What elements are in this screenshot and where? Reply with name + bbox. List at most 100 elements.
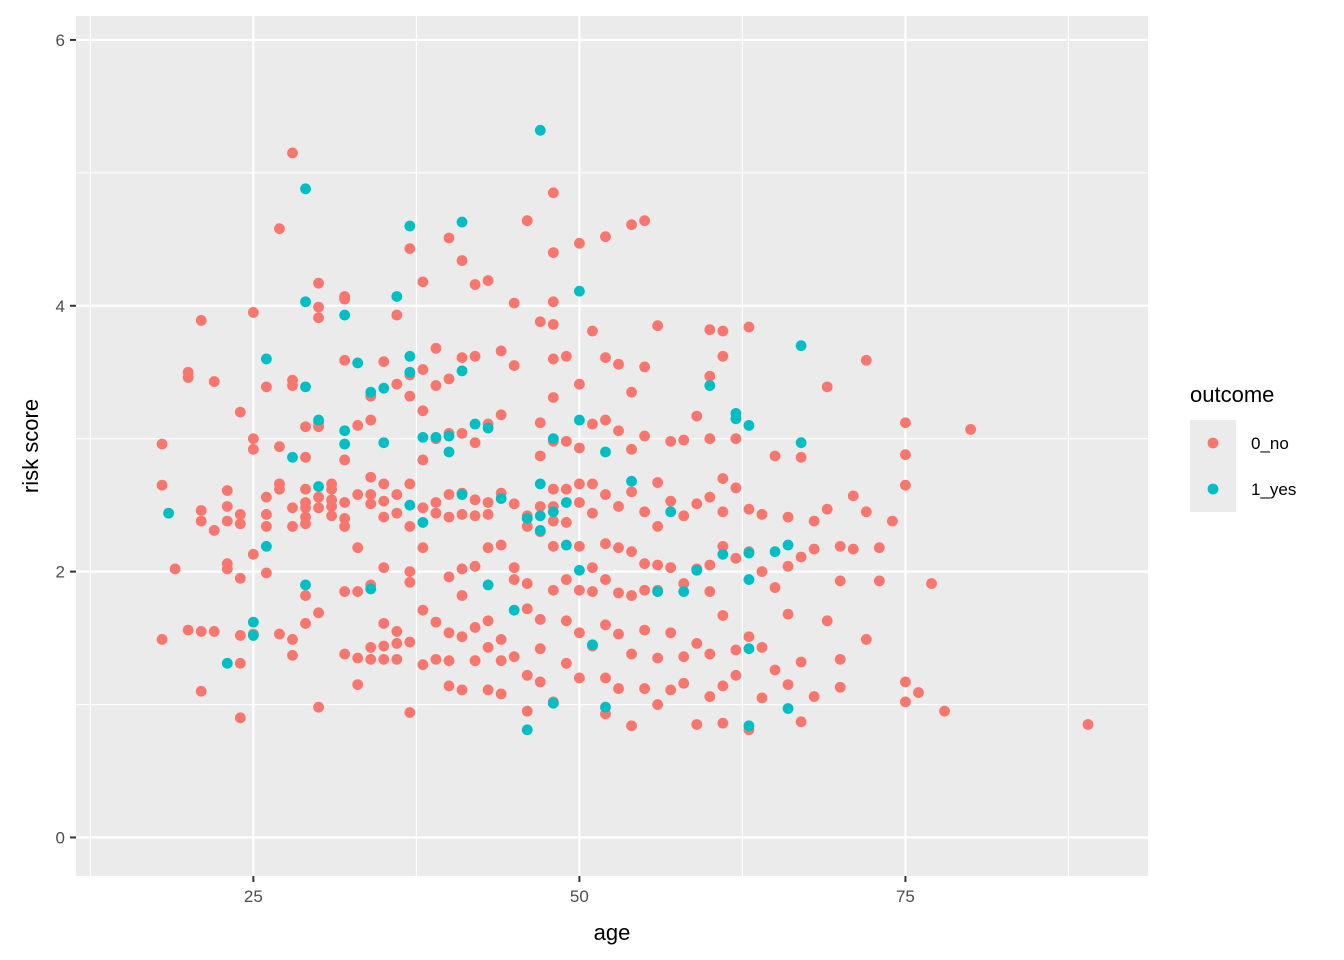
data-point-0_no xyxy=(965,423,977,435)
data-point-0_no xyxy=(221,501,233,512)
data-point-0_no xyxy=(639,584,651,596)
data-point-1_yes xyxy=(769,546,781,558)
data-point-0_no xyxy=(221,515,233,527)
data-point-0_no xyxy=(404,636,416,648)
data-point-0_no xyxy=(430,497,442,508)
data-point-1_yes xyxy=(495,493,507,504)
data-point-0_no xyxy=(482,684,494,696)
data-point-0_no xyxy=(365,653,377,665)
data-point-0_no xyxy=(417,659,429,671)
data-point-0_no xyxy=(678,578,690,589)
data-point-0_no xyxy=(756,566,768,578)
data-point-0_no xyxy=(534,676,546,688)
data-point-0_no xyxy=(639,215,651,227)
data-point-0_no xyxy=(600,672,611,684)
data-point-0_no xyxy=(195,515,207,527)
data-point-0_no xyxy=(691,719,703,730)
data-point-0_no xyxy=(313,607,324,619)
data-point-0_no xyxy=(573,627,585,639)
data-point-0_no xyxy=(534,501,546,512)
data-point-0_no xyxy=(626,386,637,398)
data-point-0_no xyxy=(521,578,533,589)
data-point-0_no xyxy=(782,560,794,572)
data-point-0_no xyxy=(300,590,311,601)
data-point-0_no xyxy=(534,417,546,429)
data-point-0_no xyxy=(547,353,559,365)
data-point-0_no xyxy=(313,301,324,313)
data-point-0_no xyxy=(456,590,468,601)
data-point-0_no xyxy=(573,442,585,454)
data-point-0_no xyxy=(860,506,872,518)
data-point-0_no xyxy=(195,626,207,637)
data-point-1_yes xyxy=(300,579,311,591)
data-point-1_yes xyxy=(456,365,468,377)
data-point-0_no xyxy=(717,350,729,362)
data-point-0_no xyxy=(391,507,403,519)
data-point-0_no xyxy=(587,586,598,597)
data-point-0_no xyxy=(443,627,455,639)
data-point-0_no xyxy=(808,543,820,555)
data-point-0_no xyxy=(495,688,507,700)
data-point-0_no xyxy=(704,586,716,597)
data-point-0_no xyxy=(717,325,729,337)
legend-label: 1_yes xyxy=(1251,480,1296,499)
data-point-0_no xyxy=(782,679,794,690)
data-point-0_no xyxy=(613,542,624,554)
data-point-0_no xyxy=(834,653,846,665)
data-point-0_no xyxy=(704,648,716,660)
data-point-0_no xyxy=(834,540,846,552)
data-point-0_no xyxy=(560,483,572,495)
data-point-0_no xyxy=(365,471,377,483)
data-point-0_no xyxy=(573,497,585,508)
data-point-0_no xyxy=(900,479,911,491)
data-point-1_yes xyxy=(743,419,755,431)
data-point-0_no xyxy=(495,409,507,421)
data-point-0_no xyxy=(300,421,311,433)
data-point-1_yes xyxy=(587,639,598,651)
data-point-1_yes xyxy=(521,724,533,736)
data-point-0_no xyxy=(482,275,494,286)
data-point-0_no xyxy=(495,655,507,667)
data-point-0_no xyxy=(730,552,742,564)
data-point-1_yes xyxy=(378,437,390,449)
data-point-0_no xyxy=(534,316,546,328)
data-point-0_no xyxy=(560,350,572,362)
data-point-0_no xyxy=(652,699,664,710)
data-point-1_yes xyxy=(417,431,429,443)
data-point-0_no xyxy=(860,634,872,645)
data-point-0_no xyxy=(717,680,729,692)
data-point-0_no xyxy=(234,518,246,530)
data-point-0_no xyxy=(795,451,807,463)
data-point-0_no xyxy=(300,618,311,629)
data-point-0_no xyxy=(482,497,494,508)
data-point-0_no xyxy=(900,676,911,688)
data-point-0_no xyxy=(547,318,559,330)
data-point-0_no xyxy=(508,574,520,585)
data-point-1_yes xyxy=(600,446,611,458)
data-point-0_no xyxy=(665,435,677,447)
data-point-0_no xyxy=(247,443,259,455)
data-point-0_no xyxy=(547,392,559,403)
data-point-1_yes xyxy=(730,413,742,425)
data-point-0_no xyxy=(404,707,416,718)
data-point-1_yes xyxy=(469,418,481,430)
data-point-0_no xyxy=(613,358,624,370)
data-point-0_no xyxy=(156,634,168,645)
data-point-0_no xyxy=(456,631,468,643)
data-point-0_no xyxy=(221,558,233,570)
data-point-0_no xyxy=(834,575,846,587)
data-point-1_yes xyxy=(247,616,259,628)
data-point-1_yes xyxy=(287,451,298,463)
data-point-1_yes xyxy=(560,497,572,508)
data-point-1_yes xyxy=(795,437,807,449)
data-point-0_no xyxy=(756,509,768,520)
data-point-1_yes xyxy=(404,366,416,378)
data-point-0_no xyxy=(495,634,507,645)
y-tick-label: 6 xyxy=(56,31,65,50)
data-point-1_yes xyxy=(534,525,546,536)
data-point-0_no xyxy=(547,540,559,552)
data-point-0_no xyxy=(182,624,194,636)
data-point-0_no xyxy=(182,372,194,383)
data-point-0_no xyxy=(391,626,403,637)
data-point-0_no xyxy=(352,419,364,431)
